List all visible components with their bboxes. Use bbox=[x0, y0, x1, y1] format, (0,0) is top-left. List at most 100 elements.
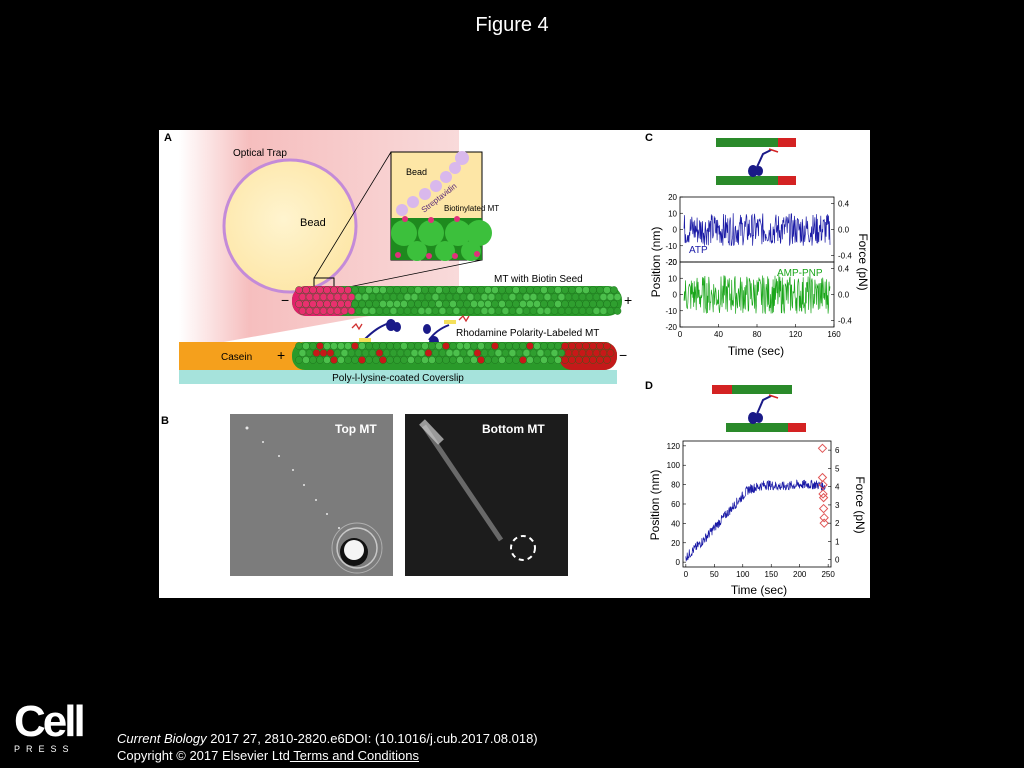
biotinylated-mt-label: Biotinylated MT bbox=[444, 204, 499, 213]
d-xtick: 50 bbox=[710, 570, 719, 579]
c-top-ytick: -20 bbox=[665, 258, 677, 267]
d-y2tick: 0 bbox=[835, 556, 840, 565]
series-line bbox=[685, 479, 826, 562]
logo-cell: Cell bbox=[14, 697, 86, 746]
c-bottom-y2tick: -0.4 bbox=[838, 317, 852, 326]
top-mt-image bbox=[230, 414, 393, 576]
journal-name: Current Biology bbox=[117, 731, 207, 746]
force-marker bbox=[817, 443, 828, 454]
d-xtick: 0 bbox=[684, 570, 689, 579]
d-ytick: 100 bbox=[667, 461, 681, 470]
d-y2tick: 2 bbox=[835, 519, 840, 528]
c-bottom-y2tick: 0.4 bbox=[838, 265, 850, 274]
citation-footer: Current Biology 2017 27, 2810-2820.e6DOI… bbox=[117, 730, 538, 764]
d-ylabel-left: Position (nm) bbox=[648, 470, 662, 541]
citation-text: 2017 27, 2810-2820.e6DOI: (10.1016/j.cub… bbox=[206, 731, 538, 746]
casein-layer bbox=[179, 342, 309, 370]
force-marker bbox=[818, 503, 829, 514]
d-y2tick: 5 bbox=[835, 464, 840, 473]
c-bottom-xtick: 120 bbox=[789, 330, 803, 339]
d-y2tick: 3 bbox=[835, 501, 840, 510]
series-line bbox=[683, 275, 831, 314]
mt-biotin-seed-label: MT with Biotin Seed bbox=[494, 274, 583, 285]
c-bottom-xtick: 0 bbox=[678, 330, 683, 339]
c-amppnp-trace bbox=[683, 275, 831, 314]
c-bottom-xtick: 80 bbox=[753, 330, 762, 339]
d-ytick: 40 bbox=[671, 519, 680, 528]
c-ylabel-left: Position (nm) bbox=[649, 227, 663, 298]
d-ytick: 20 bbox=[671, 539, 680, 548]
d-xtick: 200 bbox=[793, 570, 807, 579]
panel-d-letter: D bbox=[645, 380, 653, 392]
bottom-mt-minus: − bbox=[619, 347, 627, 363]
force-marker bbox=[818, 492, 829, 503]
optical-trap-label: Optical Trap bbox=[233, 148, 287, 159]
c-top-ytick: -10 bbox=[665, 242, 677, 251]
copyright-text: Copyright © 2017 Elsevier Ltd bbox=[117, 748, 290, 763]
panel-a-letter: A bbox=[164, 132, 172, 144]
c-bottom-y2tick: 0.0 bbox=[838, 291, 850, 300]
d-xtick: 250 bbox=[821, 570, 835, 579]
c-ylabel-right: Force (pN) bbox=[856, 233, 870, 290]
bottom-mt-plus: + bbox=[277, 347, 285, 363]
force-marker bbox=[818, 489, 828, 499]
bead-circle-marker bbox=[510, 535, 536, 561]
casein-label: Casein bbox=[221, 352, 252, 363]
series-line bbox=[683, 213, 831, 247]
c-top-y2tick: 0.4 bbox=[838, 200, 850, 209]
c-top-ytick: 0 bbox=[673, 226, 678, 235]
c-atp-trace bbox=[683, 213, 831, 247]
rhodamine-mt-label: Rhodamine Polarity-Labeled MT bbox=[456, 328, 599, 339]
d-ylabel-right: Force (pN) bbox=[853, 476, 867, 533]
d-y2tick: 4 bbox=[835, 483, 840, 492]
d-ytick: 0 bbox=[676, 558, 681, 567]
terms-link[interactable]: Terms and Conditions bbox=[289, 748, 420, 763]
bead-label: Bead bbox=[300, 217, 326, 229]
c-top-y2tick: 0.0 bbox=[838, 226, 850, 235]
c-bottom-xtick: 40 bbox=[714, 330, 723, 339]
c-top-ytick: 10 bbox=[668, 209, 677, 218]
panel-a: A Optical Trap Bead Bead bbox=[164, 130, 632, 384]
force-marker bbox=[819, 512, 829, 523]
top-mt-minus: − bbox=[281, 292, 289, 308]
force-marker bbox=[817, 472, 828, 483]
logo-press: PRESS bbox=[14, 744, 75, 754]
panel-c: C 20 10 0 -10 -20 0.4 0.0 -0.4 20 10 0 -10 -20 0.4 0.0… bbox=[645, 132, 870, 358]
d-xlabel: Time (sec) bbox=[731, 583, 787, 597]
slide-title: Figure 4 bbox=[475, 14, 549, 36]
bead bbox=[222, 158, 358, 294]
bottom-microtubule bbox=[292, 342, 617, 370]
panel-b: B Top MT Bottom MT bbox=[161, 414, 568, 576]
amppnp-label: AMP-PNP bbox=[777, 268, 823, 279]
c-xlabel: Time (sec) bbox=[728, 344, 784, 358]
c-bottom-ytick: 0 bbox=[673, 291, 678, 300]
c-bottom-xtick: 160 bbox=[827, 330, 841, 339]
d-y2tick: 6 bbox=[835, 446, 840, 455]
c-top-y2tick: -0.4 bbox=[838, 252, 852, 261]
c-bottom-ytick: -20 bbox=[665, 323, 677, 332]
c-bottom-ytick: 10 bbox=[668, 274, 677, 283]
d-y2tick: 1 bbox=[835, 537, 840, 546]
d-xtick: 150 bbox=[765, 570, 779, 579]
c-top-ytick: 20 bbox=[668, 193, 677, 202]
c-bottom-ytick: 20 bbox=[668, 258, 677, 267]
d-ytick: 120 bbox=[667, 442, 681, 451]
c-bottom-ytick: -10 bbox=[665, 307, 677, 316]
figure-4: A Optical Trap Bead Bead bbox=[159, 130, 870, 598]
force-marker bbox=[818, 480, 828, 490]
panel-c-letter: C bbox=[645, 132, 653, 144]
d-position-trace bbox=[685, 443, 829, 562]
cell-press-logo: Cell PRESS bbox=[14, 697, 86, 755]
panel-b-letter: B bbox=[161, 415, 169, 427]
atp-label: ATP bbox=[689, 245, 708, 256]
top-mt-label: Top MT bbox=[335, 422, 377, 436]
d-ytick: 80 bbox=[671, 481, 680, 490]
coverslip bbox=[179, 370, 617, 384]
force-marker bbox=[819, 518, 829, 528]
top-mt-plus: + bbox=[624, 292, 632, 308]
inset: Bead Streptavidin Biotinylated MT bbox=[390, 151, 499, 261]
coverslip-label: Poly-l-lysine-coated Coverslip bbox=[332, 373, 464, 384]
top-microtubule bbox=[292, 286, 622, 316]
d-xtick: 100 bbox=[736, 570, 750, 579]
